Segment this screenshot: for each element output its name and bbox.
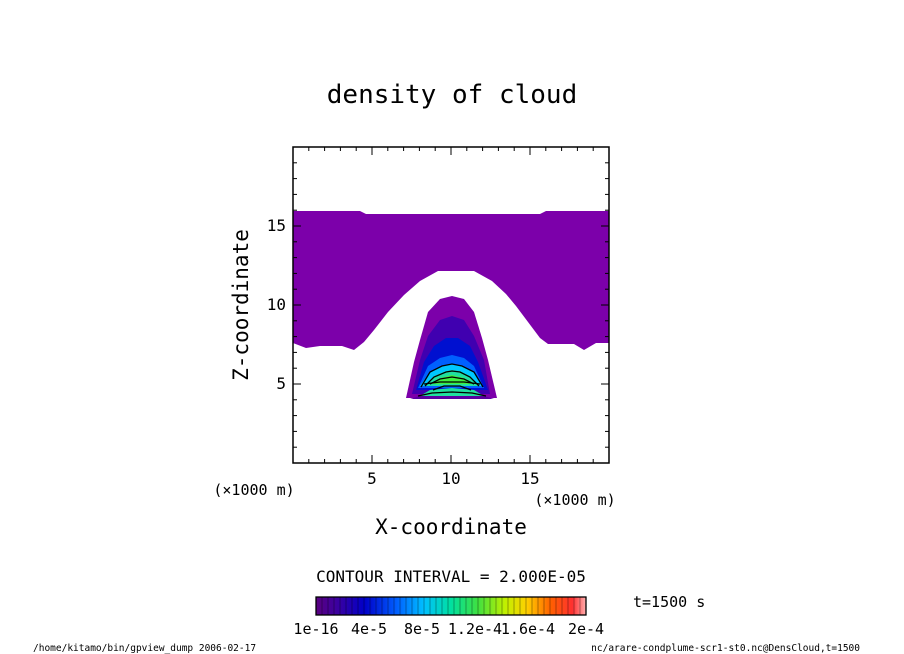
contour-field	[293, 211, 609, 399]
x-tick-label: 5	[367, 469, 377, 488]
chart-title: density of cloud	[327, 80, 577, 110]
colorbar-tick-label: 1e-16	[293, 620, 338, 638]
x-unit-note: (×1000 m)	[534, 491, 615, 509]
x-axis-label: X-coordinate	[375, 515, 527, 539]
y-axis-label: Z-coordinate	[229, 229, 253, 381]
colorbar-tick-label: 1.2e-4	[448, 620, 502, 638]
y-tick-label: 10	[267, 295, 286, 314]
footer-right: nc/arare-condplume-scr1-st0.nc@DensCloud…	[591, 643, 860, 654]
axis-ticks	[293, 147, 609, 463]
z-unit-note: (×1000 m)	[213, 481, 294, 499]
footer-left: /home/kitamo/bin/gpview_dump 2006-02-17	[33, 643, 256, 654]
plume-region	[406, 296, 497, 399]
y-tick-label: 5	[276, 374, 286, 393]
colorbar	[315, 596, 587, 616]
contour-interval-label: CONTOUR INTERVAL = 2.000E-05	[316, 567, 586, 586]
time-label: t=1500 s	[633, 593, 705, 611]
colorbar-tick-label: 1.6e-4	[501, 620, 555, 638]
cloud-layer-region	[293, 211, 609, 350]
y-tick-label: 15	[267, 216, 286, 235]
colorbar-tick-label: 8e-5	[404, 620, 440, 638]
x-tick-label: 10	[441, 469, 460, 488]
x-tick-label: 15	[520, 469, 539, 488]
colorbar-tick-label: 4e-5	[351, 620, 387, 638]
colorbar-tick-label: 2e-4	[568, 620, 604, 638]
